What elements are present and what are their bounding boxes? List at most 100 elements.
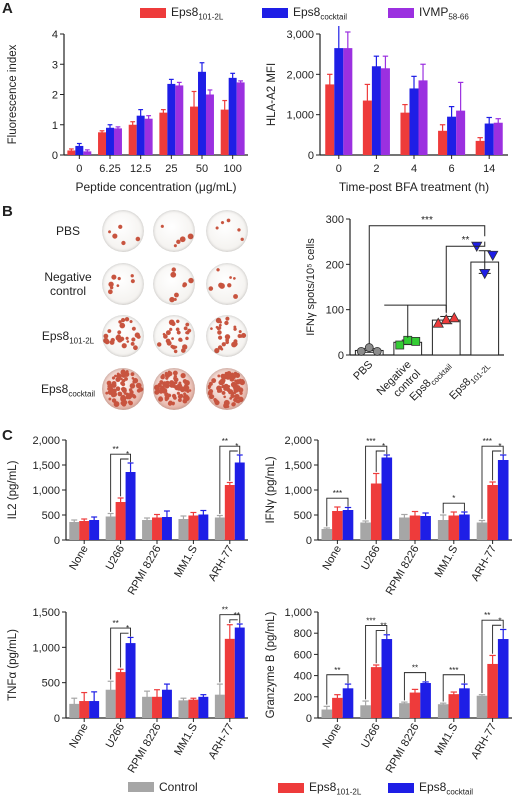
bar (89, 520, 100, 540)
bar (152, 696, 162, 718)
well-row-label: Eps8cocktail (40, 382, 96, 399)
bar (98, 132, 107, 155)
legend-item: Eps8101-2L (278, 780, 361, 796)
bar (69, 703, 80, 718)
bar (438, 130, 448, 155)
elispot-well (102, 210, 144, 252)
bar (448, 515, 460, 540)
legend-swatch (262, 8, 288, 19)
elispot-well (206, 263, 248, 305)
significance-bracket (403, 672, 427, 701)
x-tick-label: None (320, 544, 344, 573)
bar (234, 462, 245, 540)
bar (332, 697, 343, 718)
significance-bracket (365, 625, 388, 700)
legend-swatch (388, 783, 414, 794)
bar (399, 517, 410, 540)
bar (161, 517, 172, 540)
x-tick-label: U266 (359, 544, 383, 573)
y-tick-label: 1,000 (284, 607, 312, 619)
x-tick-label: U266 (104, 544, 128, 573)
y-tick-label: 1,500 (284, 460, 312, 472)
y-axis-label: TNFα (pg/mL) (7, 629, 19, 701)
data-point (395, 340, 405, 350)
y-axis-label: IL2 (pg/mL) (7, 460, 19, 519)
bar (214, 694, 225, 718)
chart-hla-a2-mfi: 0 1,000 2,000 3,000 HLA-A2 MFI 0 2 4 6 14 Time-pos… (266, 26, 508, 194)
legend-label: Eps8cocktail (293, 5, 348, 22)
significance-bracket (326, 497, 349, 527)
bar (447, 116, 457, 155)
bar (159, 112, 168, 155)
bar (105, 516, 116, 540)
bar (142, 696, 153, 718)
bar (484, 123, 494, 155)
bar (190, 106, 199, 155)
elispot-well (153, 315, 195, 357)
y-tick-label: 500 (42, 510, 60, 522)
y-tick-label: 1,000 (32, 642, 60, 654)
elispot-well (206, 210, 248, 252)
significance-stars: ** (380, 622, 386, 631)
x-tick-label: 12.5 (130, 163, 151, 175)
x-tick-label: 0 (336, 163, 342, 175)
significance-stars: ** (222, 437, 228, 446)
significance-stars: * (382, 442, 385, 451)
bar (224, 638, 235, 718)
x-tick-label: U266 (359, 722, 383, 751)
bar (325, 84, 335, 155)
bar (152, 517, 162, 540)
bar (198, 696, 209, 718)
bar (360, 522, 371, 540)
x-tick-label: MM1.S (172, 544, 200, 580)
elispot-well (102, 315, 144, 357)
legend-label: Eps8101-2L (171, 5, 224, 22)
bar (198, 71, 206, 155)
legend-label: Control (159, 780, 198, 794)
data-point (440, 313, 452, 325)
panel-letter-b: B (2, 203, 13, 220)
legend-swatch (128, 782, 154, 792)
y-axis-label: IFNγ spots/10⁵ cells (305, 238, 317, 336)
data-point (372, 346, 382, 356)
bar (409, 692, 421, 718)
x-tick-label: RPMI 8226 (126, 544, 164, 598)
x-tick-label: ARH-77 (469, 544, 499, 584)
y-tick-label: 200 (326, 259, 344, 271)
bar (115, 502, 126, 540)
bar (161, 689, 172, 718)
chart-fluorescence-index: 0 1 2 3 4 Fluorescence index 0 6.25 12.5 25 50 100 P… (7, 29, 248, 194)
x-tick-label: None (67, 544, 91, 573)
bar (459, 514, 470, 540)
bar (142, 520, 153, 540)
data-point (411, 336, 421, 346)
bar (342, 688, 354, 718)
bar (125, 643, 136, 718)
significance-bracket (445, 241, 486, 312)
bar (83, 151, 92, 155)
bar (167, 83, 176, 155)
well-row-label: PBS (55, 224, 80, 238)
significance-bracket (229, 619, 238, 624)
bar (321, 709, 333, 718)
x-tick-label: RPMI 8226 (126, 722, 164, 776)
x-tick-label: 6.25 (99, 163, 120, 175)
bar (105, 689, 116, 718)
elispot-well (102, 263, 144, 305)
y-tick-label: 1,000 (284, 485, 312, 497)
bar (144, 118, 153, 155)
significance-bracket (120, 458, 129, 497)
significance-bracket (492, 624, 502, 654)
significance-stars: * (498, 442, 501, 451)
y-tick-label: 0 (52, 150, 58, 162)
x-axis-label: Peptide concentration (μg/mL) (76, 180, 237, 194)
bar (332, 511, 343, 540)
significance-stars: ** (412, 664, 418, 673)
y-tick-label: 0 (54, 713, 60, 725)
bar (497, 460, 509, 540)
significance-bracket (375, 450, 385, 472)
x-tick-label: ARH-77 (206, 722, 236, 762)
significance-bracket (492, 450, 502, 481)
